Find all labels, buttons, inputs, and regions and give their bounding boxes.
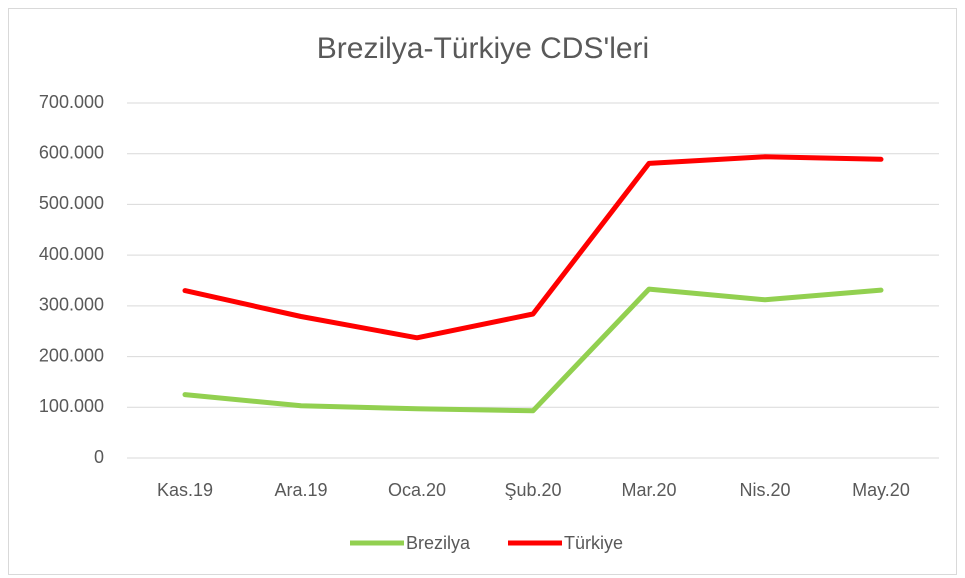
y-tick-label: 0 xyxy=(94,447,104,467)
y-tick-label: 400.000 xyxy=(39,244,104,264)
y-tick-label: 500.000 xyxy=(39,193,104,213)
x-tick-label: Şub.20 xyxy=(504,480,561,500)
y-tick-label: 200.000 xyxy=(39,345,104,365)
y-tick-label: 700.000 xyxy=(39,92,104,112)
x-tick-label: Nis.20 xyxy=(739,480,790,500)
y-tick-label: 300.000 xyxy=(39,295,104,315)
x-tick-label: Mar.20 xyxy=(621,480,676,500)
y-tick-label: 600.000 xyxy=(39,142,104,162)
series-line xyxy=(182,286,884,414)
x-tick-label: Kas.19 xyxy=(157,480,213,500)
chart-title: Brezilya-Türkiye CDS'leri xyxy=(317,32,649,65)
x-tick-label: May.20 xyxy=(852,480,910,500)
chart-border xyxy=(8,8,957,575)
x-tick-label: Oca.20 xyxy=(388,480,446,500)
x-tick-label: Ara.19 xyxy=(274,480,327,500)
legend-label: Brezilya xyxy=(406,533,471,553)
y-tick-label: 100.000 xyxy=(39,396,104,416)
legend-label: Türkiye xyxy=(564,533,623,553)
series-line xyxy=(182,154,884,341)
